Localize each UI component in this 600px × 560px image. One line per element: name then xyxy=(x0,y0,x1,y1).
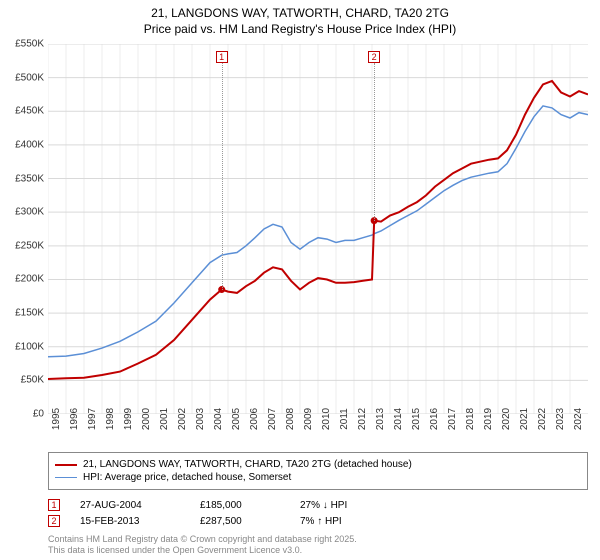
x-tick-label: 2010 xyxy=(321,408,332,430)
y-tick-label: £400K xyxy=(15,139,44,150)
event-diff-1: 27% ↓ HPI xyxy=(300,500,347,511)
legend: 21, LANGDONS WAY, TATWORTH, CHARD, TA20 … xyxy=(48,452,588,490)
y-tick-label: £350K xyxy=(15,173,44,184)
footer: Contains HM Land Registry data © Crown c… xyxy=(48,534,357,556)
y-tick-label: £200K xyxy=(15,274,44,285)
x-tick-label: 1995 xyxy=(51,408,62,430)
plot-area: 12 xyxy=(48,44,588,414)
x-tick-label: 2000 xyxy=(141,408,152,430)
x-axis: 1995199619971998199920002001200220032004… xyxy=(48,416,588,446)
x-tick-label: 2002 xyxy=(177,408,188,430)
plot-svg xyxy=(48,44,588,414)
chart-title: 21, LANGDONS WAY, TATWORTH, CHARD, TA20 … xyxy=(0,0,600,37)
legend-label-hpi: HPI: Average price, detached house, Some… xyxy=(83,472,291,483)
x-tick-label: 2004 xyxy=(213,408,224,430)
x-tick-label: 2009 xyxy=(303,408,314,430)
legend-row-price-paid: 21, LANGDONS WAY, TATWORTH, CHARD, TA20 … xyxy=(55,459,581,470)
x-tick-label: 2020 xyxy=(501,408,512,430)
y-tick-label: £250K xyxy=(15,240,44,251)
x-tick-label: 2001 xyxy=(159,408,170,430)
event-marker-2: 2 xyxy=(48,515,60,527)
x-tick-label: 2016 xyxy=(429,408,440,430)
event-diff-2: 7% ↑ HPI xyxy=(300,516,342,527)
x-tick-label: 2003 xyxy=(195,408,206,430)
x-tick-label: 2023 xyxy=(555,408,566,430)
x-tick-label: 2013 xyxy=(375,408,386,430)
y-tick-label: £450K xyxy=(15,106,44,117)
y-tick-label: £0 xyxy=(33,409,44,420)
legend-swatch-price-paid xyxy=(55,464,77,466)
marker-box-2: 2 xyxy=(368,51,380,63)
x-tick-label: 2021 xyxy=(519,408,530,430)
y-tick-label: £150K xyxy=(15,308,44,319)
x-tick-label: 2005 xyxy=(231,408,242,430)
x-tick-label: 1997 xyxy=(87,408,98,430)
x-tick-label: 2014 xyxy=(393,408,404,430)
marker-vline-2 xyxy=(374,63,375,220)
footer-line-1: Contains HM Land Registry data © Crown c… xyxy=(48,534,357,545)
x-tick-label: 2019 xyxy=(483,408,494,430)
x-tick-label: 2015 xyxy=(411,408,422,430)
y-tick-label: £550K xyxy=(15,39,44,50)
title-line-1: 21, LANGDONS WAY, TATWORTH, CHARD, TA20 … xyxy=(0,6,600,22)
y-tick-label: £50K xyxy=(21,375,44,386)
chart-container: 21, LANGDONS WAY, TATWORTH, CHARD, TA20 … xyxy=(0,0,600,560)
y-tick-label: £300K xyxy=(15,207,44,218)
y-axis: £0£50K£100K£150K£200K£250K£300K£350K£400… xyxy=(0,44,46,414)
y-tick-label: £100K xyxy=(15,341,44,352)
x-tick-label: 2017 xyxy=(447,408,458,430)
footer-line-2: This data is licensed under the Open Gov… xyxy=(48,545,357,556)
events-table: 1 27-AUG-2004 £185,000 27% ↓ HPI 2 15-FE… xyxy=(48,495,588,531)
legend-label-price-paid: 21, LANGDONS WAY, TATWORTH, CHARD, TA20 … xyxy=(83,459,412,470)
y-tick-label: £500K xyxy=(15,72,44,83)
x-tick-label: 2006 xyxy=(249,408,260,430)
x-tick-label: 2022 xyxy=(537,408,548,430)
x-tick-label: 2018 xyxy=(465,408,476,430)
event-marker-1: 1 xyxy=(48,499,60,511)
event-date-2: 15-FEB-2013 xyxy=(80,516,180,527)
legend-row-hpi: HPI: Average price, detached house, Some… xyxy=(55,472,581,483)
x-tick-label: 1998 xyxy=(105,408,116,430)
x-tick-label: 1996 xyxy=(69,408,80,430)
x-tick-label: 2007 xyxy=(267,408,278,430)
marker-vline-1 xyxy=(222,63,223,289)
event-row-1: 1 27-AUG-2004 £185,000 27% ↓ HPI xyxy=(48,499,588,511)
title-line-2: Price paid vs. HM Land Registry's House … xyxy=(0,22,600,38)
event-row-2: 2 15-FEB-2013 £287,500 7% ↑ HPI xyxy=(48,515,588,527)
x-tick-label: 1999 xyxy=(123,408,134,430)
event-price-2: £287,500 xyxy=(200,516,280,527)
marker-box-1: 1 xyxy=(216,51,228,63)
legend-swatch-hpi xyxy=(55,477,77,479)
x-tick-label: 2011 xyxy=(339,408,350,430)
event-price-1: £185,000 xyxy=(200,500,280,511)
x-tick-label: 2024 xyxy=(573,408,584,430)
event-date-1: 27-AUG-2004 xyxy=(80,500,180,511)
x-tick-label: 2012 xyxy=(357,408,368,430)
x-tick-label: 2008 xyxy=(285,408,296,430)
